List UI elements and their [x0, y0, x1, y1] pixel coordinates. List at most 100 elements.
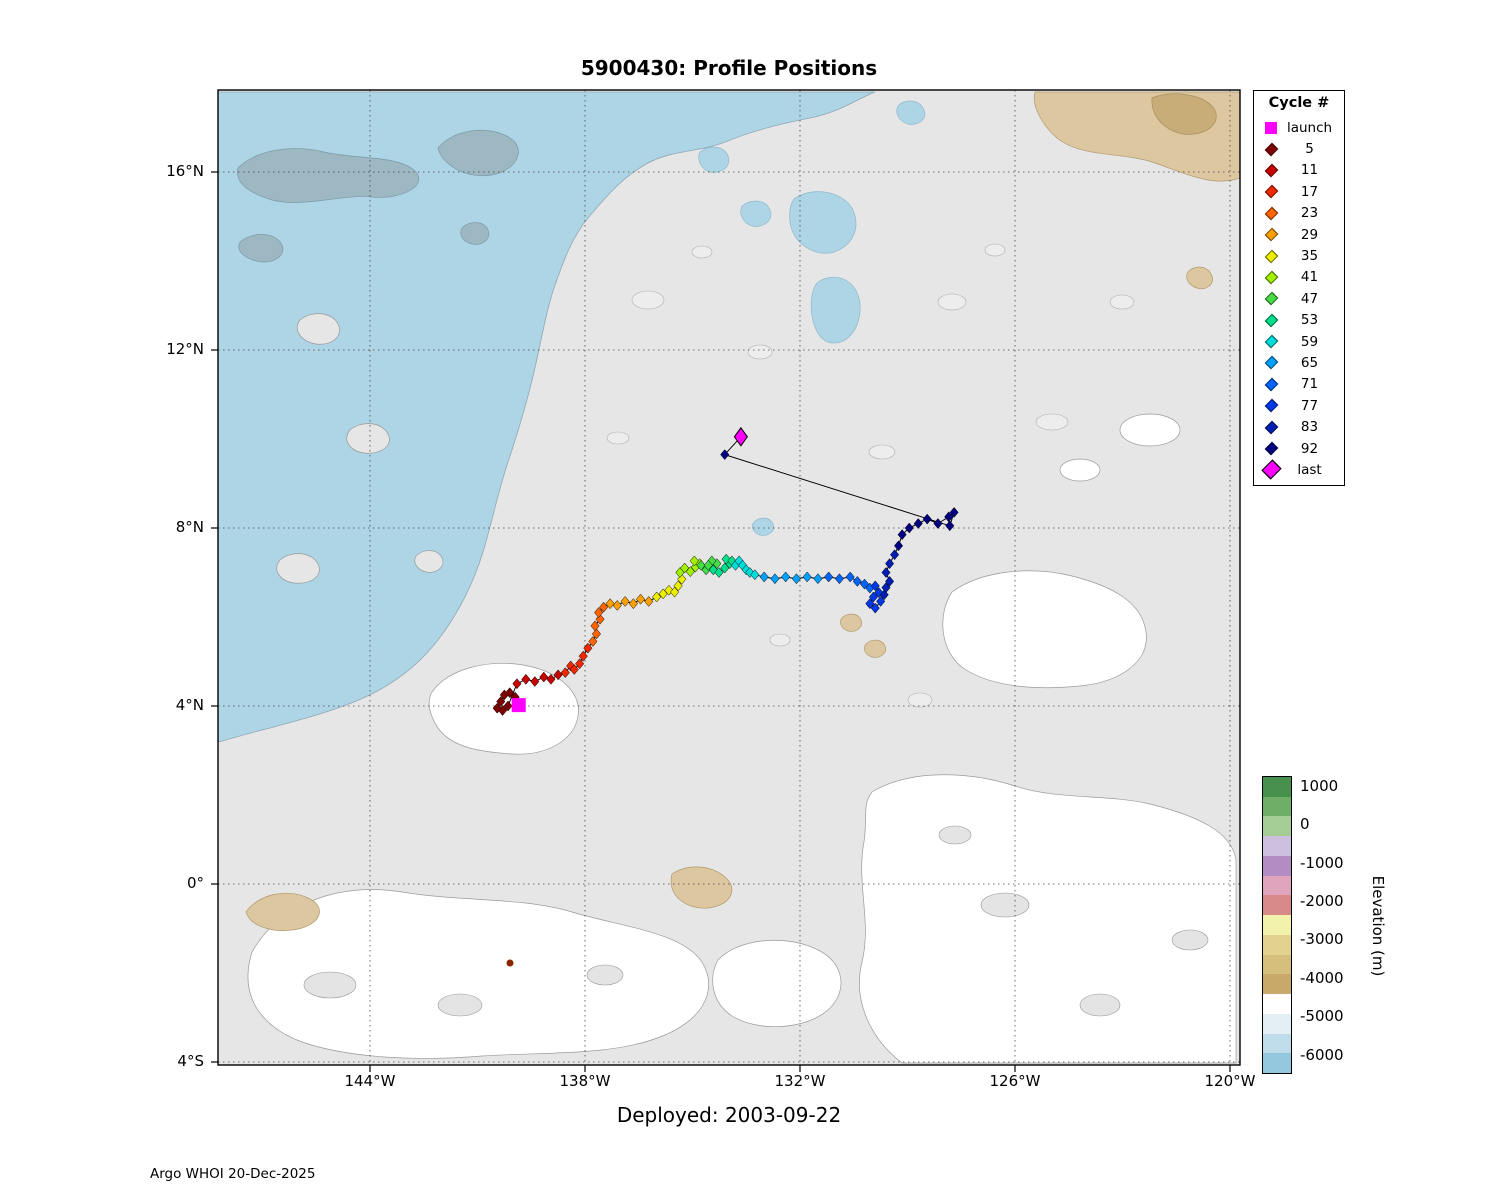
profile-marker: [588, 636, 598, 647]
legend-title: Cycle #: [1268, 95, 1330, 111]
profile-marker: [813, 573, 823, 585]
y-tick-16n: 16°N: [166, 162, 204, 180]
profile-marker: [530, 676, 540, 687]
legend-entry-cycle: 71: [1254, 374, 1344, 395]
legend-entry-cycle: 53: [1254, 310, 1344, 331]
x-tick-120w: 120°W: [1204, 1072, 1256, 1090]
profile-marker: [644, 596, 654, 607]
profile-marker: [512, 678, 522, 690]
profile-marker: [759, 571, 769, 583]
profile-marker: [560, 667, 570, 679]
colorbar-tick-label: 1000: [1300, 776, 1339, 795]
legend-marker-icon: [1261, 185, 1281, 199]
legend-label: 17: [1300, 183, 1319, 200]
legend-marker-icon: [1261, 227, 1281, 242]
legend-label: 5: [1305, 141, 1314, 158]
profile-marker: [881, 567, 891, 578]
legend-label: launch: [1286, 119, 1333, 136]
colorbar-segment: [1263, 816, 1291, 837]
profile-marker: [578, 650, 588, 662]
legend-label: 65: [1300, 354, 1319, 371]
y-tick-4n: 4°N: [175, 696, 204, 714]
legend-label: 23: [1300, 205, 1319, 222]
profile-marker: [781, 571, 791, 583]
elevation-colorbar: [1262, 776, 1292, 1074]
legend-entry-cycle: 77: [1254, 395, 1344, 416]
profile-marker: [897, 529, 907, 541]
legend-label: 83: [1300, 419, 1319, 436]
colorbar-tick-label: -4000: [1300, 968, 1344, 987]
colorbar-segment: [1263, 954, 1291, 975]
profile-marker: [802, 571, 812, 583]
legend-label: 35: [1300, 248, 1319, 265]
profile-marker: [591, 628, 601, 640]
deep-basin: [218, 91, 876, 743]
colorbar-segment: [1263, 796, 1291, 817]
profile-marker: [824, 571, 834, 583]
profile-marker: [876, 596, 886, 607]
colorbar-segment: [1263, 875, 1291, 896]
legend-marker-icon: [1261, 313, 1281, 328]
legend-marker-icon: [1261, 420, 1281, 434]
legend-marker-icon: [1261, 356, 1281, 370]
profile-marker: [721, 553, 731, 565]
legend-marker-icon: [1261, 377, 1281, 392]
profile-marker: [696, 559, 706, 571]
legend-entry-cycle: 47: [1254, 288, 1344, 309]
profile-marker: [599, 601, 609, 613]
colorbar-segment: [1263, 895, 1291, 916]
colorbar-segment: [1263, 1013, 1291, 1034]
legend-label: 71: [1300, 376, 1319, 393]
profile-marker: [652, 591, 662, 603]
colorbar-segment: [1263, 994, 1291, 1014]
legend-marker-icon: [1261, 163, 1281, 178]
legend-marker-icon: [1261, 291, 1281, 306]
colorbar-tick-label: -1000: [1300, 853, 1344, 872]
profile-marker: [569, 664, 579, 675]
legend-marker-icon: [1261, 206, 1281, 221]
x-tick-126w: 126°W: [989, 1072, 1041, 1090]
profile-marker: [673, 580, 683, 592]
profile-marker: [750, 569, 760, 581]
profile-marker: [949, 507, 959, 518]
profile-marker: [894, 540, 904, 552]
float-trajectory: [492, 426, 959, 716]
legend-marker-icon: [1261, 398, 1281, 413]
legend-label: 41: [1300, 269, 1319, 286]
colorbar-tick-label: -6000: [1300, 1045, 1344, 1064]
profile-marker: [605, 598, 615, 610]
colorbar-segment: [1263, 934, 1291, 955]
legend-entry-cycle: 65: [1254, 352, 1344, 373]
legend-marker-icon: [1261, 270, 1281, 285]
legend-marker-icon: [1261, 249, 1281, 263]
profile-marker: [720, 449, 730, 460]
profile-marker: [890, 549, 900, 561]
axis-ticks: [211, 171, 1231, 1072]
profile-marker: [904, 522, 914, 534]
profile-marker: [498, 705, 508, 716]
profile-marker: [689, 555, 699, 567]
profile-marker: [594, 607, 604, 618]
profile-marker: [870, 602, 880, 614]
legend-label: 59: [1300, 333, 1319, 350]
bathymetry-layer: [218, 90, 1240, 1065]
page-title: 5900430: Profile Positions: [580, 56, 878, 80]
profile-marker: [539, 671, 549, 683]
legend-label: 29: [1300, 226, 1319, 243]
profile-marker: [868, 591, 878, 603]
profile-marker: [583, 642, 593, 654]
profile-marker: [945, 520, 955, 532]
legend-rows: launch 5 11 17 23 29 35 41 47 53 59 65 71 77 83 92 last: [1254, 117, 1344, 481]
legend-marker-icon: [1261, 142, 1281, 156]
y-tick-8n: 8°N: [175, 518, 204, 536]
profile-marker: [874, 587, 884, 598]
profile-marker: [636, 593, 646, 605]
profile-marker: [553, 669, 563, 681]
profile-marker: [881, 582, 891, 594]
x-tick-132w: 132°W: [774, 1072, 826, 1090]
legend-entry-last: last: [1254, 459, 1344, 481]
profile-marker: [922, 513, 932, 525]
profile-marker: [859, 578, 870, 590]
cycle-legend: Cycle # launch 5 11 17 23 29 35 41 47 53 59 65 71 77 8…: [1253, 90, 1345, 486]
launch-marker: [511, 698, 526, 713]
